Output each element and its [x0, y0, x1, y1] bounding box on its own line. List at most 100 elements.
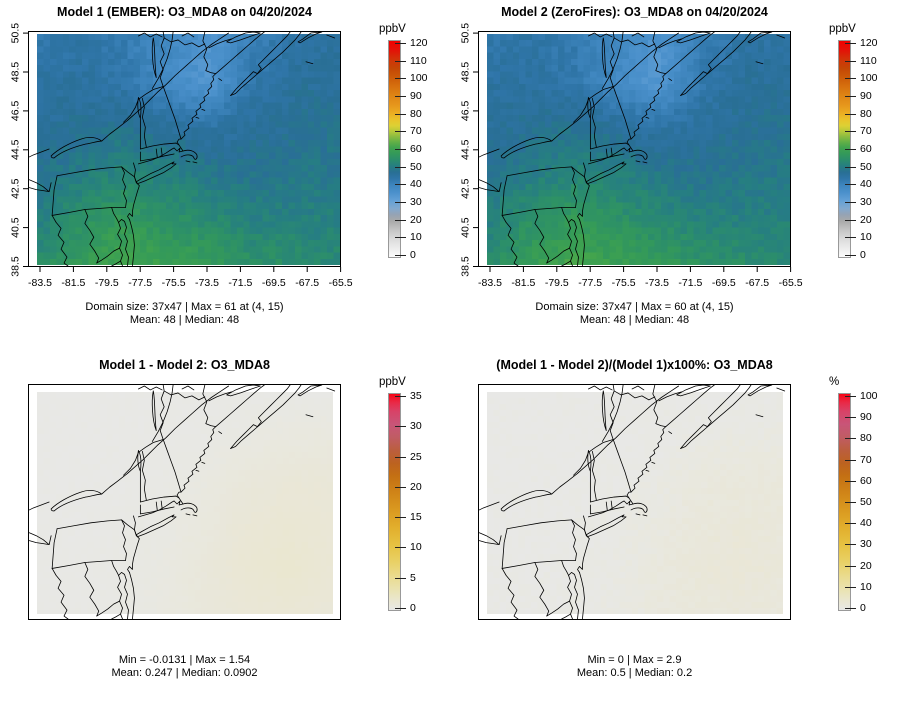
colorbar-tick — [395, 219, 406, 221]
y-tick-label: 50.5 — [460, 23, 472, 44]
y-tick-label: 50.5 — [10, 23, 22, 44]
colorbar-tick-label: 30 — [860, 196, 872, 208]
colorbar-tick-label: 40 — [860, 178, 872, 191]
colorbar-tick — [395, 202, 406, 203]
panel-title: Model 2 (ZeroFires): O3_MDA8 on 04/20/20… — [501, 5, 768, 19]
colorbar-unit-label: ppbV — [379, 23, 406, 35]
x-tick-label: -77.5 — [578, 277, 602, 289]
colorbar-tick-label: 50 — [860, 496, 872, 508]
colorbar-tick — [845, 438, 856, 440]
y-tick-label: 40.5 — [10, 217, 22, 238]
panel-title: (Model 1 - Model 2)/(Model 1)x100%: O3_M… — [496, 358, 773, 372]
y-tick-label: 38.5 — [10, 256, 22, 277]
x-tick-label: -77.5 — [128, 277, 152, 289]
colorbar-gradient — [388, 393, 401, 611]
colorbar-tick-label: 0 — [410, 602, 416, 614]
stats-line-2: Mean: 48 | Median: 48 — [579, 314, 690, 326]
panel-model1: Model 1 (EMBER): O3_MDA8 on 04/20/2024 -… — [0, 0, 450, 353]
colorbar-tick — [845, 96, 856, 97]
colorbar-tick-label: 0 — [860, 249, 866, 261]
x-tick-label: -69.5 — [712, 277, 736, 289]
colorbar-tick — [845, 78, 856, 80]
stats-line-2: Mean: 0.247 | Median: 0.0902 — [111, 667, 258, 679]
colorbar-tick-label: 120 — [860, 37, 878, 49]
colorbar-tick — [395, 577, 406, 579]
colorbar-tick — [845, 60, 856, 62]
x-tick-label: -83.5 — [28, 277, 52, 289]
colorbar-tick — [845, 255, 856, 256]
colorbar-tick-label: 70 — [860, 453, 872, 466]
colorbar-tick — [395, 43, 406, 44]
map-plot-area — [28, 384, 341, 620]
colorbar-tick-label: 50 — [860, 160, 872, 173]
colorbar-tick — [395, 96, 406, 97]
colorbar-tick — [845, 417, 856, 419]
colorbar-tick-label: 110 — [860, 54, 877, 67]
colorbar-tick — [395, 166, 406, 168]
x-tick-label: -79.5 — [545, 277, 569, 289]
colorbar-tick-label: 60 — [860, 143, 872, 155]
x-tick-label: -73.5 — [645, 277, 669, 289]
colorbar-tick-label: 0 — [860, 602, 866, 614]
colorbar-tick-label: 25 — [410, 450, 422, 463]
x-tick-label: -67.5 — [745, 277, 769, 289]
y-tick-label: 40.5 — [460, 217, 472, 238]
colorbar-tick — [845, 459, 856, 461]
colorbar-tick-label: 20 — [410, 213, 422, 226]
colorbar-tick — [395, 608, 406, 609]
colorbar-tick — [395, 184, 406, 186]
x-tick-label: -67.5 — [295, 277, 319, 289]
colorbar-tick — [845, 396, 856, 397]
y-tick-label: 38.5 — [460, 256, 472, 277]
colorbar-tick-label: 20 — [410, 480, 422, 493]
stats-line-1: Min = 0 | Max = 2.9 — [587, 654, 682, 666]
colorbar-tick-label: 35 — [410, 390, 422, 402]
colorbar-tick-label: 100 — [860, 72, 878, 85]
y-tick-label: 42.5 — [10, 178, 22, 199]
colorbar-tick — [395, 78, 406, 80]
x-tick-label: -79.5 — [95, 277, 119, 289]
colorbar-tick-label: 70 — [410, 125, 422, 138]
colorbar-tick-label: 30 — [410, 196, 422, 208]
colorbar-tick-label: 40 — [410, 178, 422, 191]
x-tick-label: -81.5 — [61, 277, 85, 289]
colorbar-tick-label: 70 — [860, 125, 872, 138]
colorbar-tick — [395, 255, 406, 256]
colorbar-tick — [845, 202, 856, 203]
x-tick-label: -71.5 — [678, 277, 702, 289]
stats-line-1: Min = -0.0131 | Max = 1.54 — [118, 654, 251, 666]
colorbar-tick — [845, 523, 856, 525]
colorbar-tick — [395, 486, 406, 488]
colorbar-tick — [395, 131, 406, 133]
colorbar-tick-label: 15 — [410, 511, 422, 524]
colorbar-tick-label: 40 — [860, 517, 872, 530]
colorbar-tick — [395, 517, 406, 519]
y-tick-label: 46.5 — [460, 101, 472, 122]
colorbar-tick-label: 30 — [860, 538, 872, 551]
colorbar-tick-label: 80 — [860, 107, 872, 120]
panel-difference: Model 1 - Model 2: O3_MDA8 ppbV 0 5 10 15 20… — [0, 353, 450, 706]
axes: -83.5 -81.5 -79.5 -77.5 -75.5 -73.5 -71.5 -69.5… — [460, 23, 803, 289]
colorbar-tick — [395, 426, 406, 428]
colorbar-unit-label: % — [829, 376, 840, 388]
colorbar-tick-label: 80 — [410, 107, 422, 120]
colorbar-tick — [845, 43, 856, 44]
colorbar-tick-label: 90 — [860, 90, 872, 102]
colorbar-tick-label: 10 — [410, 541, 422, 554]
colorbar-tick-label: 0 — [410, 249, 416, 261]
colorbar-tick — [845, 586, 856, 588]
x-tick-label: -75.5 — [612, 277, 636, 289]
map-plot-area — [478, 384, 791, 620]
colorbar-tick-label: 20 — [860, 559, 872, 572]
colorbar-tick-label: 100 — [410, 72, 428, 85]
x-tick-label: -71.5 — [228, 277, 252, 289]
colorbar-tick-label: 10 — [860, 231, 872, 244]
colorbar-tick — [395, 237, 406, 239]
colorbar-tick — [845, 502, 856, 503]
y-tick-label: 44.5 — [10, 139, 22, 160]
x-tick-label: -65.5 — [779, 277, 803, 289]
panel-model2: Model 2 (ZeroFires): O3_MDA8 on 04/20/20… — [450, 0, 900, 353]
colorbar-tick — [395, 113, 406, 115]
colorbar-tick-label: 10 — [860, 580, 872, 593]
